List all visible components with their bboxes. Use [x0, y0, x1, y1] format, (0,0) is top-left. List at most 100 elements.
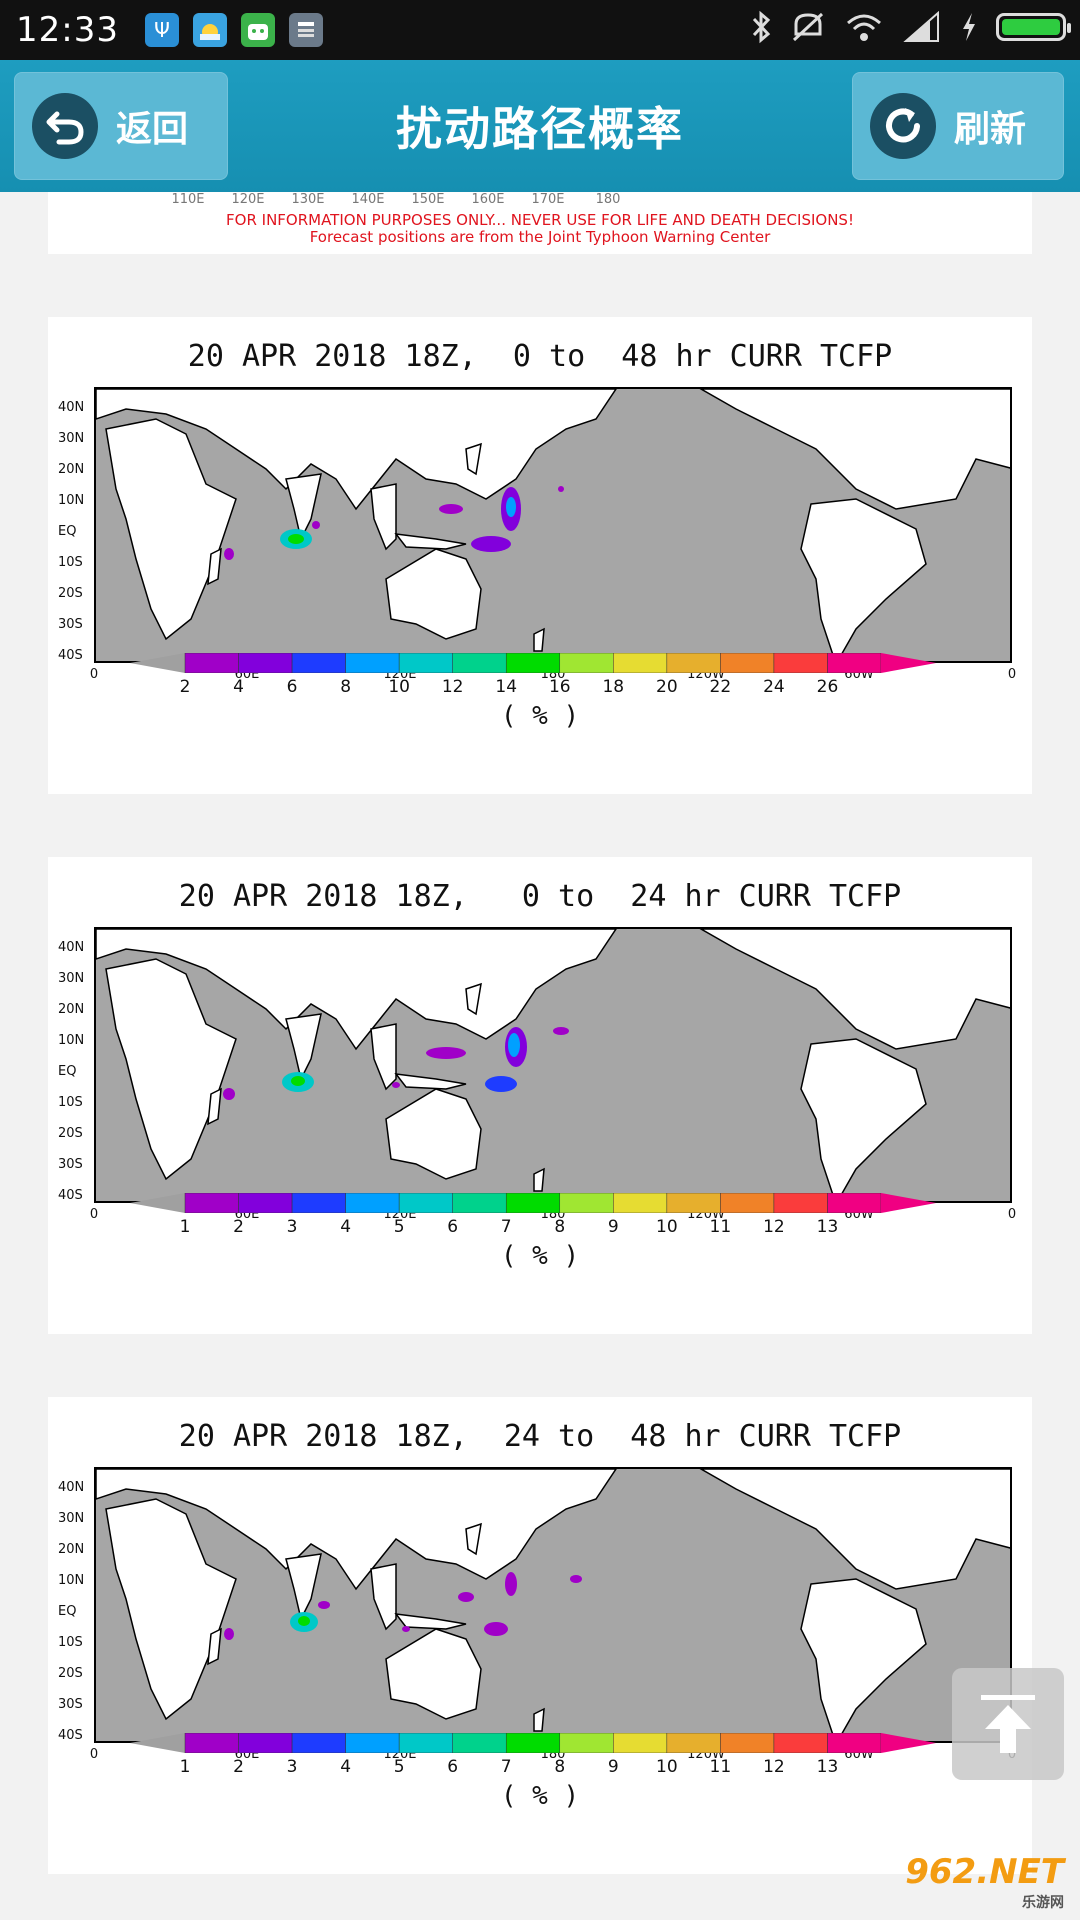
colorbar-segment: [773, 1193, 828, 1213]
probability-contour: [570, 1575, 582, 1583]
probability-map: [94, 387, 1012, 663]
colorbar-segment: [398, 1193, 453, 1213]
colorbar-label: 8: [554, 1217, 566, 1237]
back-arrow-icon: [32, 93, 98, 159]
refresh-button[interactable]: 刷新: [852, 72, 1064, 180]
land-mass: [533, 1167, 545, 1192]
signal-icon: [903, 11, 939, 42]
colorbar-segment: [720, 1193, 775, 1213]
page-title: 扰动路径概率: [396, 102, 684, 156]
colorbar: [130, 1733, 936, 1753]
land-mass: [533, 627, 545, 652]
mute-icon: [792, 12, 824, 42]
colorbar-segment: [345, 653, 400, 673]
probability-contour: [508, 1033, 520, 1057]
colorbar: [130, 653, 936, 673]
lat-label: 40N: [58, 400, 85, 415]
probability-contour: [223, 1088, 235, 1100]
colorbar-segment: [559, 1193, 614, 1213]
land-mass: [370, 1563, 397, 1631]
probability-contour: [402, 1626, 410, 1632]
lon-label: 0: [1007, 667, 1017, 682]
colorbar-low-arrow: [130, 1193, 185, 1213]
colorbar-label: 7: [500, 1217, 512, 1237]
unit-label: ( % ): [500, 1781, 580, 1811]
map-title: 20 APR 2018 18Z, 0 to 48 hr CURR TCFP: [187, 339, 893, 374]
lat-label: 40S: [58, 1728, 83, 1743]
colorbar-label: 2: [179, 677, 191, 697]
probability-contour: [506, 497, 516, 517]
colorbar-label: 9: [607, 1217, 619, 1237]
land-mass: [96, 389, 617, 511]
colorbar-segment: [398, 653, 453, 673]
colorbar-label: 2: [233, 1217, 244, 1237]
back-button[interactable]: 返回: [14, 72, 228, 180]
lat-label: EQ: [58, 1604, 77, 1619]
bluetooth-icon: [752, 10, 771, 44]
colorbar-segment: [666, 653, 721, 673]
colorbar-label: 2: [233, 1757, 244, 1777]
colorbar-segment: [720, 1733, 775, 1753]
colorbar-segment: [452, 1733, 507, 1753]
lon-label: 0: [89, 1747, 99, 1762]
probability-contour: [471, 536, 511, 552]
lat-label: 20S: [58, 586, 83, 601]
colorbar-label: 1: [179, 1757, 191, 1777]
colorbar-label: 11: [709, 1217, 732, 1237]
probability-contour: [558, 486, 564, 492]
colorbar-segment: [720, 653, 775, 673]
colorbar-segment: [238, 1193, 293, 1213]
lat-label: 40S: [58, 648, 83, 663]
app-header: 扰动路径概率 返回 刷新: [0, 60, 1080, 192]
probability-contour: [224, 1628, 234, 1640]
colorbar-label: 10: [656, 1217, 678, 1237]
land-mass: [207, 1627, 222, 1666]
colorbar-label: 12: [763, 1217, 785, 1237]
probability-contour: [392, 1082, 400, 1088]
colorbar-segment: [291, 653, 346, 673]
probability-contour: [484, 1622, 508, 1636]
lat-label: EQ: [58, 524, 77, 539]
probability-map: [94, 1467, 1012, 1743]
colorbar-segment: [559, 1733, 614, 1753]
colorbar: [130, 1193, 936, 1213]
colorbar-segment: [505, 1193, 561, 1213]
probability-contour: [458, 1592, 474, 1602]
partial-map-card: 110E 120E 130E 140E 150E 160E 170E 180 FOR INFO…: [48, 192, 1032, 254]
colorbar-segment: [827, 1733, 882, 1753]
probability-contour: [426, 1047, 466, 1059]
colorbar-segment: [827, 653, 882, 673]
land-mass: [370, 483, 397, 551]
colorbar-segment: [666, 1193, 721, 1213]
colorbar-segment: [505, 1733, 561, 1753]
colorbar-segment: [559, 653, 614, 673]
land-mass: [699, 1469, 1010, 1590]
colorbar-segment: [666, 1733, 721, 1753]
colorbar-segment: [238, 1733, 293, 1753]
probability-contour: [298, 1616, 310, 1626]
android-app-icon: [240, 13, 275, 47]
probability-contour: [224, 548, 234, 560]
lat-label: EQ: [58, 1064, 77, 1079]
land-mass: [385, 1628, 482, 1720]
land-mass: [800, 1038, 927, 1201]
land-mass: [105, 1498, 237, 1721]
partial-lon-label: 150E: [411, 192, 445, 207]
land-mass: [285, 473, 322, 542]
colorbar-segment: [773, 1733, 828, 1753]
colorbar-segment: [613, 1733, 668, 1753]
colorbar-label: 6: [286, 677, 298, 697]
source-text: Forecast positions are from the Joint Ty…: [309, 228, 771, 246]
lat-label: 20N: [58, 462, 85, 477]
tcfp-map-card: 20 APR 2018 18Z, 0 to 48 hr CURR TCFP 40N…: [48, 317, 1032, 794]
land-mass: [800, 1578, 927, 1741]
land-mass: [699, 929, 1010, 1050]
colorbar-label: 12: [441, 677, 464, 697]
land-mass: [285, 1553, 322, 1622]
colorbar-label: 4: [233, 677, 244, 697]
scroll-to-top-button[interactable]: [952, 1668, 1064, 1780]
back-button-label: 返回: [116, 109, 189, 150]
probability-contour: [485, 1076, 517, 1092]
colorbar-label: 22: [709, 677, 732, 697]
colorbar-segment: [613, 1193, 668, 1213]
